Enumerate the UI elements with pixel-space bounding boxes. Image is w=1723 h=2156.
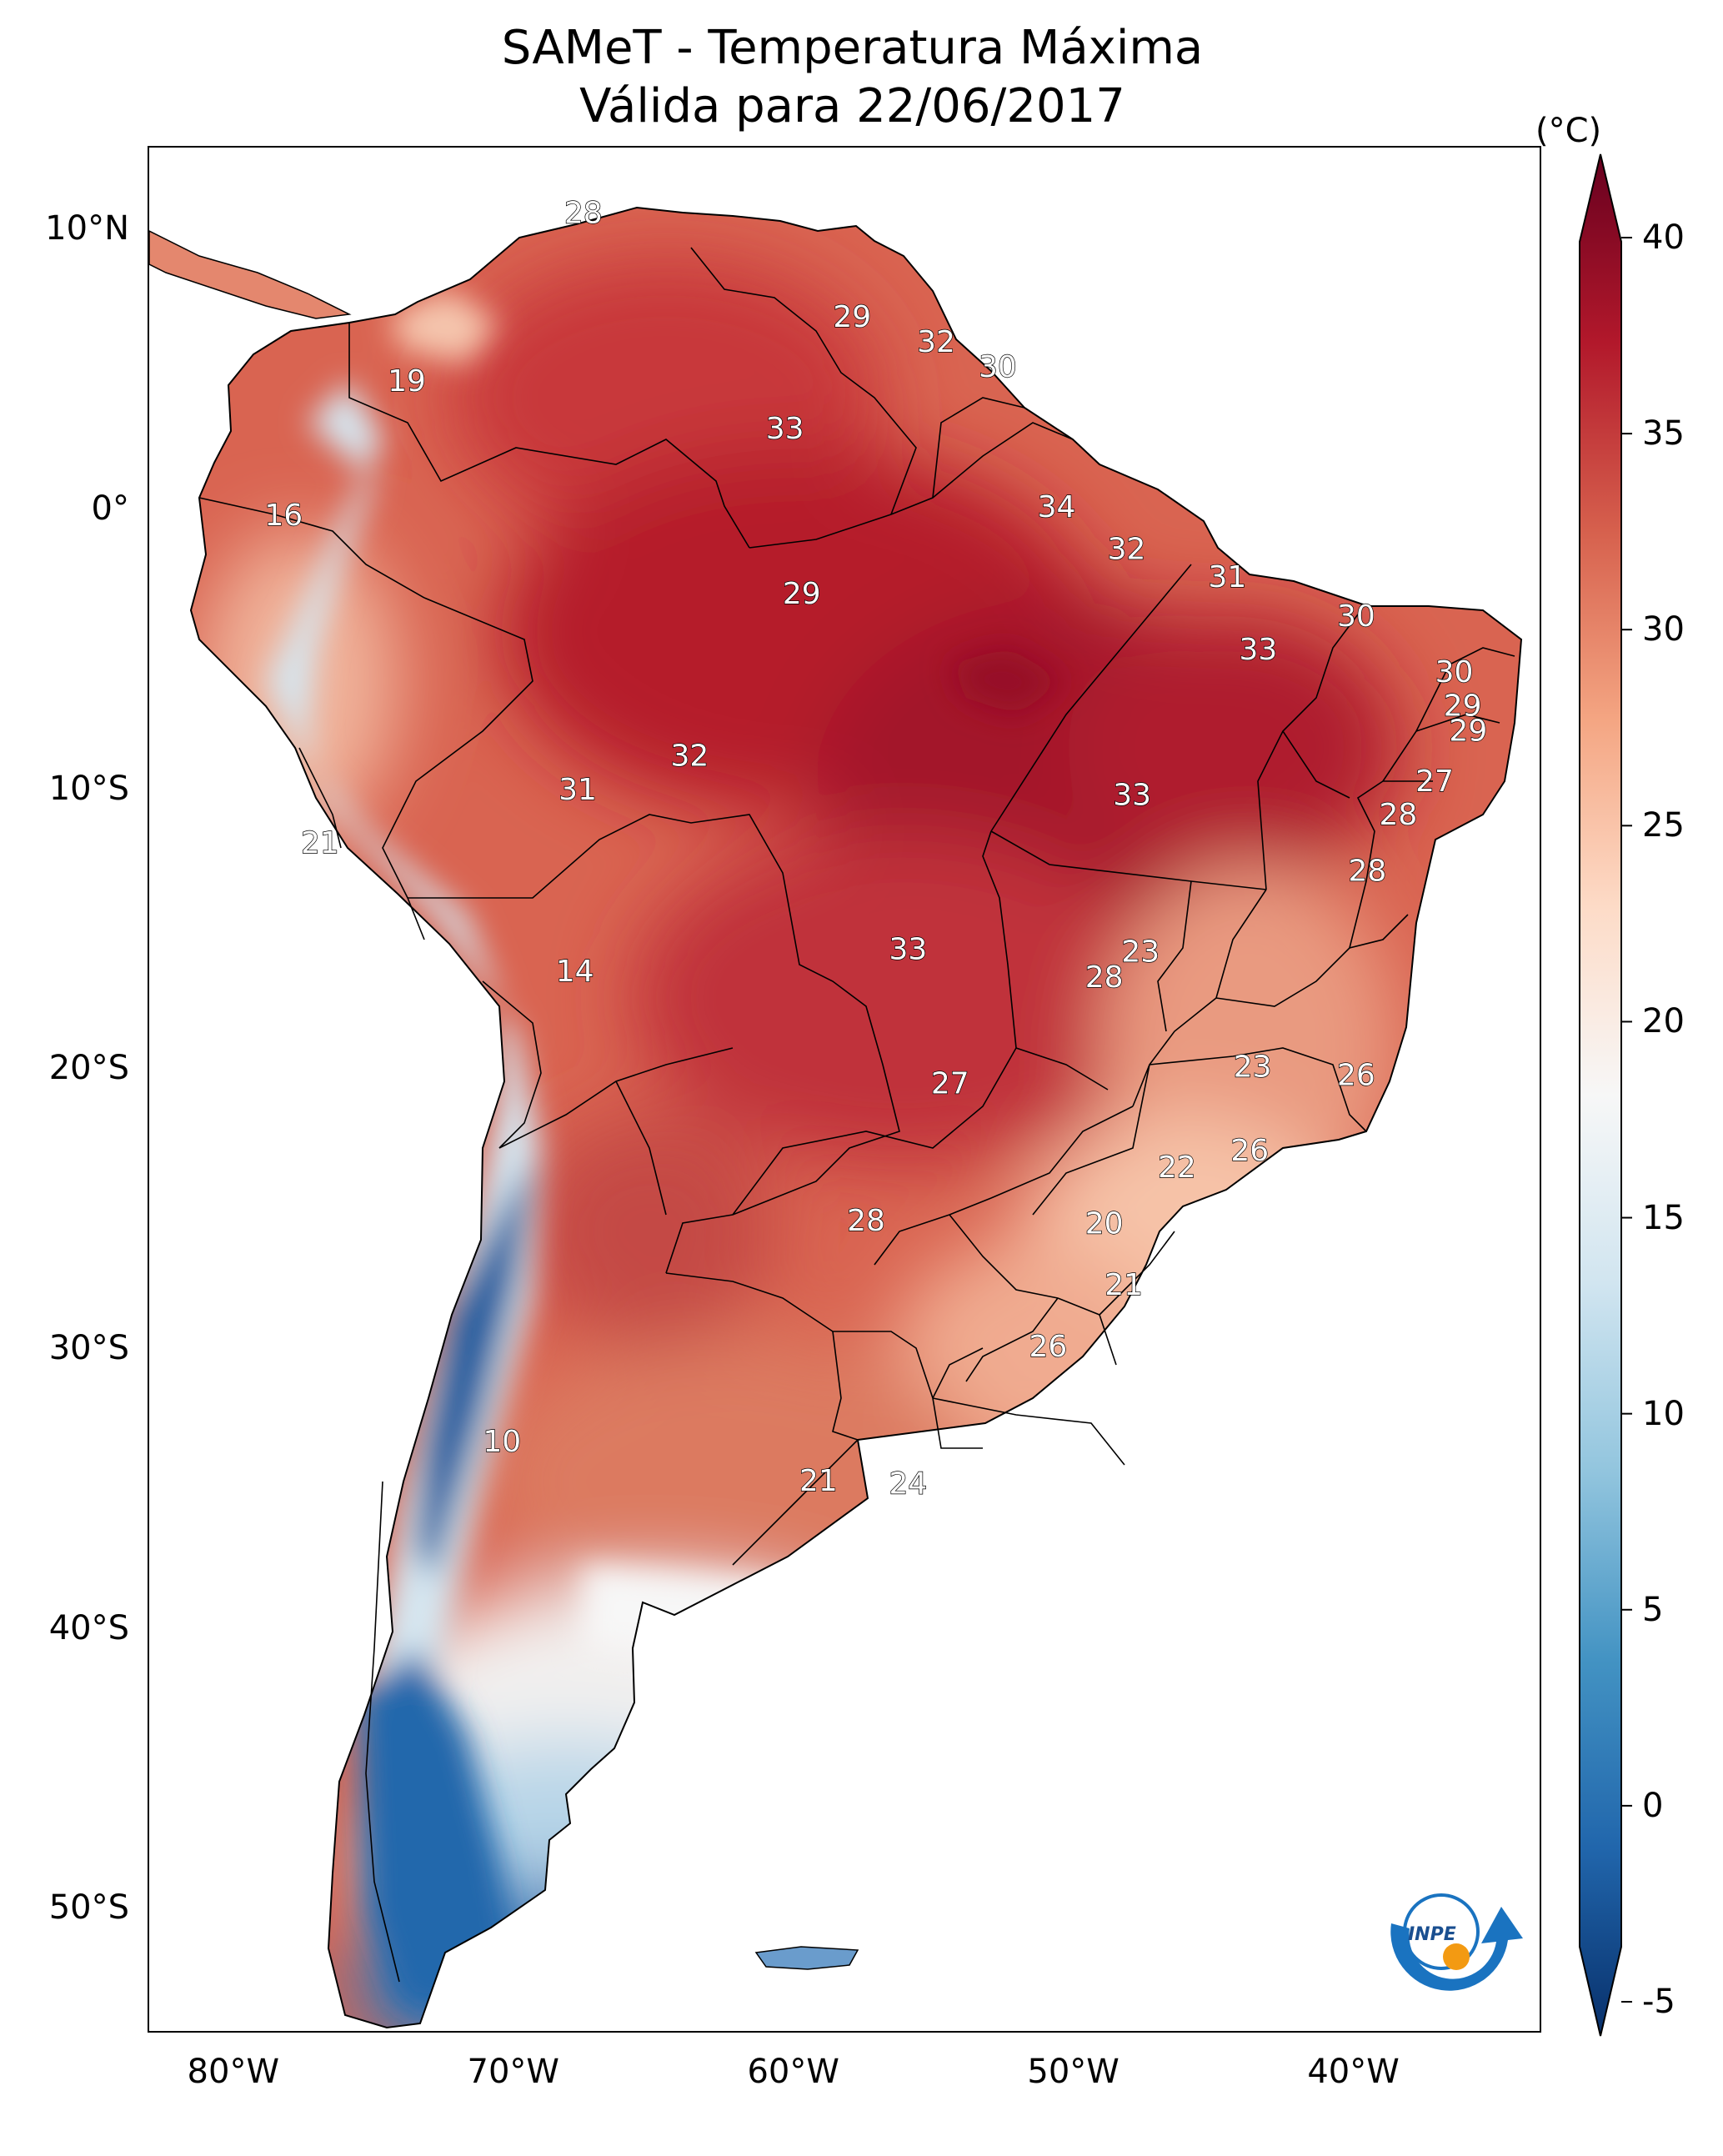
contour-label: 26 (1337, 1058, 1375, 1092)
contour-label: 32 (670, 740, 709, 774)
contour-label: 31 (1209, 560, 1247, 594)
latitude-label: 40°S (48, 1608, 129, 1647)
colorbar-unit: (°C) (1535, 112, 1602, 150)
contour-label: 32 (917, 325, 955, 359)
inpe-arrow-icon (1390, 1907, 1523, 1991)
contour-label: 33 (1239, 633, 1277, 667)
longitude-label: 40°W (1307, 2053, 1400, 2091)
contour-label: 23 (1121, 935, 1160, 970)
longitude-label: 70°W (467, 2053, 559, 2091)
contour-label: 23 (1234, 1050, 1272, 1084)
sun-icon (1443, 1943, 1470, 1970)
contour-label: 14 (556, 955, 594, 989)
latitude-label: 50°S (48, 1888, 129, 1928)
colorbar-tick-label: 35 (1642, 414, 1685, 454)
latitude-label: 20°S (48, 1049, 129, 1088)
contour-label: 19 (388, 364, 426, 399)
latitude-label: 10°N (45, 209, 129, 248)
contour-label: 28 (1379, 798, 1417, 832)
contour-label: 30 (979, 350, 1017, 384)
colorbar-tick-label: 5 (1642, 1590, 1664, 1629)
contour-label: 28 (1085, 960, 1124, 995)
contour-label: 22 (1158, 1151, 1196, 1185)
contour-label: 26 (1029, 1330, 1067, 1364)
map-title: SAMeT - Temperatura Máxima (501, 21, 1204, 75)
map-subtitle: Válida para 22/06/2017 (579, 79, 1125, 133)
contour-label: 33 (766, 412, 804, 446)
colorbar-tick-label: 30 (1642, 610, 1685, 649)
contour-label: 27 (1415, 765, 1454, 799)
colorbar-tick-label: 40 (1642, 218, 1685, 257)
contour-label: 33 (889, 932, 928, 966)
colorbar-tick-label: 10 (1642, 1394, 1685, 1433)
contour-label: 10 (483, 1425, 521, 1459)
contour-label: 33 (1113, 779, 1151, 813)
country-borders (198, 247, 1515, 1983)
contour-label: 27 (931, 1066, 969, 1101)
contour-label: 21 (301, 826, 339, 860)
contour-label: 30 (1435, 655, 1474, 689)
contour-label: 21 (799, 1464, 838, 1498)
colorbar-tick-label: 20 (1642, 1002, 1685, 1041)
contour-label: 28 (1348, 854, 1386, 888)
inpe-logo-text: INPE (1408, 1924, 1456, 1945)
colorbar-bar (1579, 153, 1622, 2037)
central-america (149, 230, 352, 319)
colorbar (1579, 153, 1632, 2037)
longitude-label: 50°W (1027, 2053, 1119, 2091)
contour-label: 34 (1038, 490, 1076, 524)
contour-label: 28 (564, 197, 603, 231)
latitude-label: 0° (91, 489, 129, 528)
colorbar-tick-label: 15 (1642, 1198, 1685, 1237)
longitude-label: 60°W (747, 2053, 839, 2091)
contour-label: 32 (1108, 532, 1146, 566)
contour-label: 26 (1230, 1134, 1269, 1168)
contour-label: 21 (1104, 1268, 1143, 1302)
contour-label: 16 (264, 499, 303, 533)
contour-label: 20 (1085, 1206, 1124, 1241)
colorbar-tick-label: 25 (1642, 806, 1685, 845)
latitude-label: 10°S (48, 769, 129, 808)
inpe-logo: INPE (1390, 1893, 1523, 1991)
colorbar-tick-label: 0 (1642, 1786, 1664, 1825)
coastline (189, 206, 1523, 2029)
contour-label: 24 (889, 1467, 928, 1501)
contour-label: 29 (833, 300, 871, 334)
contour-label: 30 (1337, 599, 1375, 634)
contour-label: 31 (558, 773, 597, 807)
contour-label: 29 (783, 577, 821, 611)
falkland-islands (754, 1946, 859, 1970)
contour-label: 28 (847, 1204, 885, 1238)
contour-label: 29 (1444, 689, 1482, 723)
latitude-label: 30°S (48, 1328, 129, 1367)
colorbar-tick-label: -5 (1642, 1983, 1675, 2021)
map-panel: 28 19 16 29 32 30 33 34 32 31 29 30 33 30 29 29 32 31 33 27… (148, 146, 1541, 2033)
longitude-label: 80°W (187, 2053, 280, 2091)
contour-label: 29 (1449, 714, 1487, 749)
